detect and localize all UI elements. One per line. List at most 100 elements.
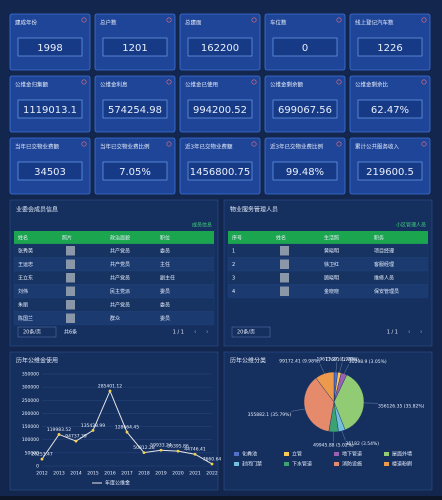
kpi-value: 574254.98	[108, 105, 162, 116]
kpi-label: 车位数	[270, 19, 287, 27]
x-tick-label: 2020	[172, 471, 184, 477]
x-tick-label: 2016	[104, 471, 116, 477]
prev-btn[interactable]: ‹	[194, 329, 196, 336]
table-title: 物业服务管理人员	[230, 206, 278, 214]
kpi-value: 1456800.75	[190, 167, 250, 178]
x-tick-label: 2021	[189, 471, 201, 477]
photo	[280, 246, 289, 256]
table-cell: 保安管理员	[374, 288, 399, 295]
pager: 1 / 1	[173, 330, 184, 336]
kpi-label: 公维金利息	[100, 81, 128, 89]
table-cell: 共产党员	[110, 261, 130, 268]
table-cell: 委员	[160, 288, 170, 295]
chart-title: 历年公维分类	[230, 357, 266, 365]
data-label: 7660.64	[203, 456, 222, 462]
table-cell: 陈国兰	[18, 315, 33, 322]
table-cell: 黄晓明	[324, 248, 339, 255]
photo	[66, 300, 75, 310]
slice-label: 356126.35 (35.82%)	[378, 404, 425, 410]
point	[126, 431, 129, 434]
kpi-value: 99.48%	[286, 167, 324, 178]
page-size: 20条/页	[23, 329, 41, 336]
kpi-value: 0	[302, 43, 308, 54]
table-cell: 徐卫红	[324, 261, 339, 268]
table-cell: 共产党员	[110, 248, 130, 255]
kpi-label: 累计公共服务收入	[355, 143, 400, 151]
table-header: 序号	[232, 235, 242, 242]
table-cell: 主任	[160, 261, 170, 268]
legend-swatch	[334, 452, 339, 456]
point	[177, 450, 180, 453]
kpi-label: 公维金剩余额	[270, 81, 304, 89]
point	[160, 449, 163, 452]
x-tick-label: 2019	[155, 471, 167, 477]
kpi-label: 当年已交物业费比例	[100, 143, 150, 151]
legend-label: 下水管道	[292, 461, 312, 468]
prev-btn[interactable]: ‹	[408, 329, 410, 336]
kpi-label: 公维金已使用	[185, 81, 218, 89]
kpi-value: 162200	[201, 43, 239, 54]
table-cell: 群众	[110, 315, 120, 322]
kpi-value: 219600.5	[366, 167, 414, 178]
pager: 1 / 1	[387, 330, 398, 336]
table-cell: 朱丽	[18, 302, 28, 309]
table-cell: 张秀英	[18, 248, 33, 255]
kpi-label: 总户数	[100, 19, 117, 27]
table-link[interactable]: 成员信息	[192, 222, 212, 229]
point	[75, 440, 78, 443]
table-cell: 共产党员	[110, 302, 130, 309]
kpi-label: 近3年已交物业费比例	[270, 143, 323, 151]
photo	[66, 273, 75, 283]
table-cell: 4	[232, 289, 235, 295]
y-tick-label: 100000	[22, 437, 39, 443]
table-link[interactable]: 小区管理人员	[396, 222, 426, 229]
page-size: 20条/页	[237, 329, 255, 336]
kpi-value: 7.05%	[119, 167, 151, 178]
legend-label: 化粪池	[242, 451, 257, 458]
y-tick-label: 250000	[22, 398, 39, 404]
kpi-label: 当年已交物业费额	[15, 143, 60, 151]
x-tick-label: 2014	[70, 471, 82, 477]
table-cell: 客服经理	[374, 261, 394, 268]
photo	[66, 287, 75, 297]
data-label: 285401.12	[98, 383, 122, 389]
legend-label: 年度公维金	[105, 480, 130, 487]
legend-swatch	[284, 462, 289, 466]
table-cell: 副主任	[160, 275, 175, 282]
y-tick-label: 300000	[22, 385, 39, 391]
legend-swatch	[234, 462, 239, 466]
photo	[66, 246, 75, 256]
table-cell: 项目经理	[374, 248, 394, 255]
table-header: 政治面貌	[110, 235, 130, 242]
table-cell: 王立东	[18, 275, 33, 282]
kpi-value: 34503	[34, 167, 66, 178]
x-tick-label: 2015	[87, 471, 99, 477]
legend-label: 封闭门禁	[242, 461, 262, 468]
y-tick-label: 0	[36, 464, 39, 470]
kpi-value: 1226	[377, 43, 402, 54]
table-header: 照片	[62, 235, 72, 242]
point	[143, 451, 146, 454]
point	[194, 453, 197, 456]
kpi-value: 699067.56	[278, 105, 332, 116]
data-label: 128664.45	[115, 425, 139, 431]
table-header: 职务	[374, 235, 384, 242]
table-header: 姓名	[18, 235, 28, 242]
photo	[280, 287, 289, 297]
point	[41, 458, 44, 461]
table-cell: 维修人员	[374, 275, 394, 282]
table-cell: 委员	[160, 248, 170, 255]
slice-label: 355882.1 (35.79%)	[248, 412, 292, 418]
legend-label: 消防设施	[342, 461, 362, 468]
table-cell: 顾晓明	[324, 275, 339, 282]
legend-swatch	[334, 462, 339, 466]
next-btn[interactable]: ›	[420, 329, 422, 336]
point	[211, 463, 214, 466]
legend-swatch	[234, 452, 239, 456]
point	[58, 433, 61, 436]
next-btn[interactable]: ›	[206, 329, 208, 336]
table-header: 姓名	[276, 235, 286, 242]
legend-label: 屋面外墙	[392, 451, 412, 458]
